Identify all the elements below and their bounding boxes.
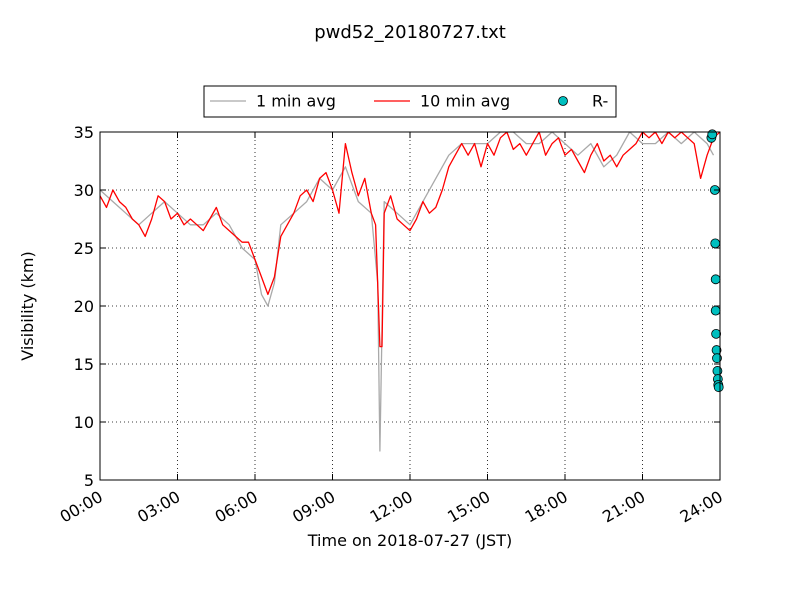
- legend-label-r: R-: [592, 92, 608, 111]
- x-tick-label: 00:00: [57, 487, 106, 527]
- series-line-1-min-avg: [100, 132, 715, 452]
- y-tick-label: 30: [74, 181, 94, 200]
- x-tick-label: 18:00: [522, 487, 571, 527]
- y-tick-label: 5: [84, 471, 94, 490]
- y-tick-label: 35: [74, 123, 94, 142]
- x-tick-label: 21:00: [599, 487, 648, 527]
- series-layer: [100, 129, 724, 452]
- legend-marker-r: [558, 96, 568, 106]
- x-tick-label: 24:00: [677, 487, 726, 527]
- series-point-r: [710, 305, 721, 316]
- x-tick-label: 06:00: [212, 487, 261, 527]
- series-point-r: [710, 238, 721, 249]
- series-point-r: [707, 129, 718, 140]
- series-line-10-min-avg: [100, 132, 720, 348]
- x-tick-label: 09:00: [289, 487, 338, 527]
- series-point-r: [711, 328, 722, 339]
- series-point-r: [712, 353, 722, 364]
- chart-title: pwd52_20180727.txt: [314, 22, 506, 43]
- series-point-r: [712, 366, 723, 376]
- x-tick-label: 12:00: [367, 487, 416, 527]
- y-tick-label: 15: [74, 355, 94, 374]
- x-axis-label: Time on 2018-07-27 (JST): [307, 531, 512, 550]
- legend-label-1min: 1 min avg: [256, 92, 336, 111]
- y-tick-label: 10: [74, 413, 94, 432]
- legend: 1 min avg 10 min avg R-: [203, 85, 617, 118]
- y-tick-label: 20: [74, 297, 94, 316]
- y-axis-label: Visibility (km): [18, 251, 37, 360]
- x-tick-label: 03:00: [134, 487, 183, 527]
- legend-label-10min: 10 min avg: [420, 92, 510, 111]
- x-tick-label: 15:00: [444, 487, 493, 527]
- series-point-r: [710, 274, 721, 285]
- y-tick-label: 25: [74, 239, 94, 258]
- grid: [100, 132, 720, 480]
- plot-frame: [99, 131, 721, 481]
- axes: 00:00 03:00 06:00 09:00 12:00 15:00 18:00 21:00…: [57, 123, 726, 527]
- series-point-r: [713, 382, 724, 393]
